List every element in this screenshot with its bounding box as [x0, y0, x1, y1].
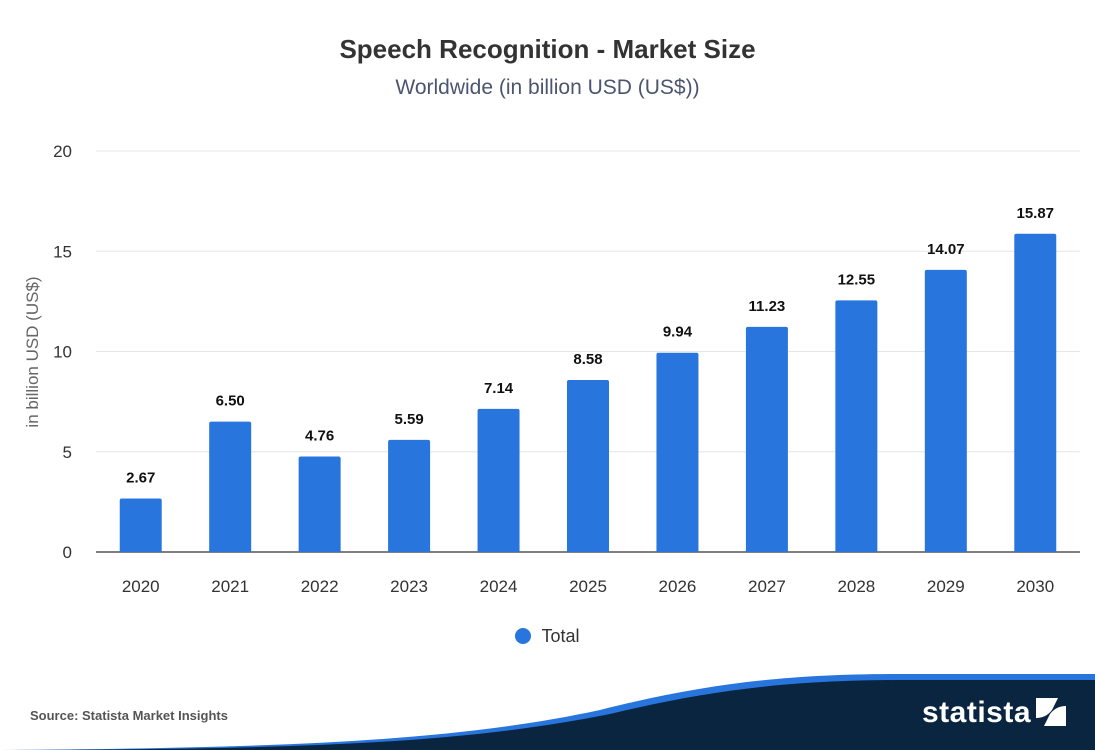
- data-label: 7.14: [484, 380, 514, 397]
- bar-2030[interactable]: [1014, 233, 1057, 552]
- bar-2026[interactable]: [656, 352, 699, 552]
- bar-2021[interactable]: [209, 421, 252, 552]
- y-tick-label: 20: [53, 142, 72, 161]
- data-label: 14.07: [927, 241, 965, 258]
- y-tick-label: 0: [63, 543, 72, 562]
- bar-2029[interactable]: [924, 269, 967, 552]
- legend[interactable]: Total: [0, 626, 1095, 647]
- x-tick-label: 2022: [301, 577, 339, 596]
- data-label: 12.55: [838, 271, 876, 288]
- bar-2022[interactable]: [298, 456, 341, 552]
- footer-banner: [0, 674, 1095, 750]
- bar-2024[interactable]: [477, 408, 520, 552]
- x-tick-label: 2030: [1016, 577, 1054, 596]
- bar-2028[interactable]: [835, 300, 878, 552]
- x-tick-label: 2025: [569, 577, 607, 596]
- bar-2025[interactable]: [567, 379, 609, 552]
- y-tick-label: 15: [53, 242, 72, 261]
- bar-2020[interactable]: [119, 498, 162, 552]
- x-tick-label: 2028: [837, 577, 875, 596]
- data-label: 6.50: [216, 393, 245, 410]
- x-tick-label: 2024: [480, 577, 518, 596]
- statista-logo: statista: [922, 696, 1032, 729]
- data-label: 9.94: [663, 324, 693, 341]
- y-axis-label: in billion USD (US$): [23, 276, 42, 427]
- bar-2023[interactable]: [388, 439, 431, 552]
- x-tick-label: 2020: [122, 577, 160, 596]
- bar-2027[interactable]: [745, 326, 788, 552]
- x-tick-label: 2026: [659, 577, 697, 596]
- data-label: 4.76: [305, 428, 334, 445]
- data-label: 5.59: [394, 411, 423, 428]
- y-tick-label: 10: [53, 343, 72, 362]
- data-label: 8.58: [573, 351, 602, 368]
- statista-logo-icon: [1036, 698, 1066, 726]
- source-note: Source: Statista Market Insights: [30, 708, 228, 723]
- legend-marker-total: [515, 628, 532, 644]
- data-label: 11.23: [749, 298, 786, 315]
- y-tick-label: 5: [63, 443, 72, 462]
- x-tick-label: 2029: [927, 577, 965, 596]
- x-tick-label: 2021: [211, 577, 249, 596]
- x-tick-label: 2023: [390, 577, 428, 596]
- data-label: 2.67: [126, 469, 155, 486]
- chart-subtitle: Worldwide (in billion USD (US$)): [395, 76, 700, 99]
- legend-label-total: Total: [541, 626, 580, 646]
- data-label: 15.87: [1016, 205, 1054, 222]
- chart-title: Speech Recognition - Market Size: [339, 34, 756, 64]
- bar-chart: 0 5 10 15 20 2.67 2020 6.50 2021 4.76 2022 5.59 2023…: [23, 142, 1080, 596]
- x-tick-label: 2027: [748, 577, 786, 596]
